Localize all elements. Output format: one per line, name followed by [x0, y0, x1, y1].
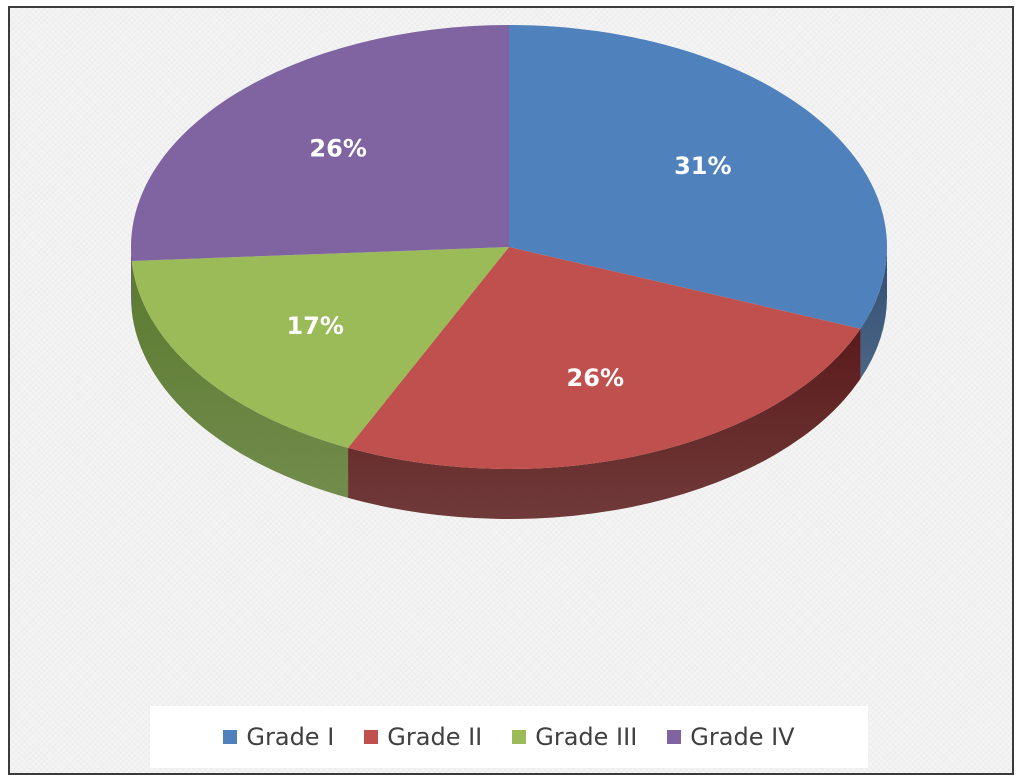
legend-item-grade-iii: Grade III — [512, 723, 637, 751]
pie-side-grade-iv — [131, 247, 132, 311]
pie-slice-grade-iii — [131, 247, 509, 448]
legend-label-grade-ii: Grade II — [387, 723, 483, 751]
data-label-grade-ii: 26% — [567, 364, 624, 392]
pie-side-layer — [131, 247, 887, 519]
pie-slice-grade-ii — [348, 247, 861, 469]
data-label-grade-iii: 17% — [286, 312, 343, 340]
legend-swatch-grade-i — [223, 730, 238, 744]
pie-top-layer — [131, 25, 887, 469]
pie-side-grade-i — [860, 247, 887, 379]
legend-swatch-grade-ii — [364, 730, 379, 744]
legend-swatch-grade-iii — [512, 730, 527, 744]
pie-slice-grade-i — [509, 25, 887, 329]
legend-label-grade-iv: Grade IV — [690, 723, 795, 751]
pie-side-grade-iii — [131, 260, 349, 498]
pie-slice-grade-iv — [131, 25, 509, 261]
data-label-grade-i: 31% — [674, 152, 731, 180]
data-label-grade-iv: 26% — [309, 135, 366, 163]
legend-item-grade-ii: Grade II — [364, 723, 482, 751]
legend-item-grade-i: Grade I — [223, 723, 334, 751]
pie-label-layer: 31% 26% 17% 26% — [286, 135, 731, 392]
legend-item-grade-iv: Grade IV — [667, 723, 795, 751]
legend-swatch-grade-iv — [667, 730, 682, 744]
legend: Grade I Grade II Grade III Grade IV — [150, 706, 868, 768]
pie-side-grade-ii — [348, 328, 861, 519]
legend-label-grade-iii: Grade III — [535, 723, 638, 751]
legend-label-grade-i: Grade I — [246, 723, 335, 751]
